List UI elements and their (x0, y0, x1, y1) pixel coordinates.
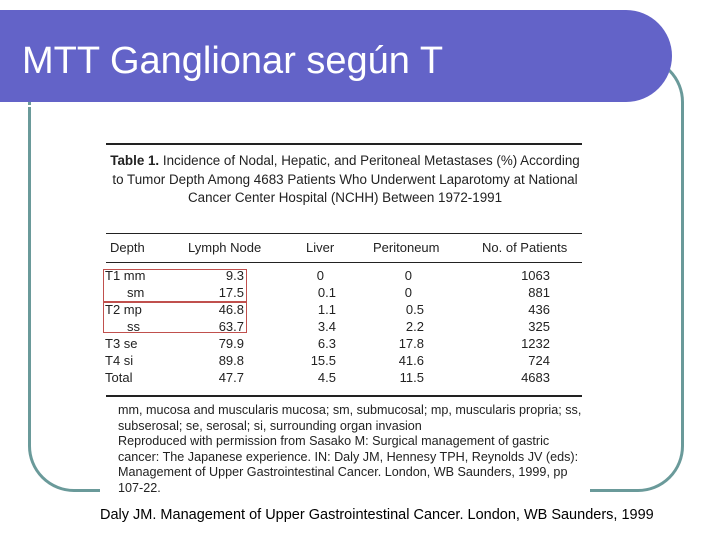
table-cell-lymph-node: 17.5 (218, 285, 244, 300)
table-cell-peritoneum: 0 (404, 268, 412, 283)
column-header-lymph-node: Lymph Node (188, 240, 262, 255)
table-cell-peritoneum: 41.6 (398, 353, 424, 368)
table-bottom-rule (106, 395, 582, 397)
table-cell-peritoneum: 2.2 (405, 319, 424, 334)
table-cell-peritoneum: 0 (404, 285, 412, 300)
title-underline (0, 105, 636, 107)
table-top-rule (106, 143, 582, 145)
table-cell-liver: 15.5 (310, 353, 336, 368)
slide-title: MTT Ganglionar según T (22, 40, 444, 82)
table-cell-patients: 1063 (521, 268, 550, 283)
table-cell-lymph-node: 63.7 (218, 319, 244, 334)
table-footnote: mm, mucosa and muscularis mucosa; sm, su… (118, 403, 588, 496)
table-cell-depth: T1 mm (105, 268, 146, 283)
table-cell-depth: T4 si (105, 353, 134, 368)
table-caption: Table 1. Incidence of Nodal, Hepatic, an… (110, 152, 580, 208)
table-header-top-rule (106, 233, 582, 234)
table-cell-liver: 4.5 (317, 370, 336, 385)
table-cell-peritoneum: 0.5 (405, 302, 424, 317)
table-cell-patients: 436 (528, 302, 550, 317)
column-header-patients: No. of Patients (482, 240, 568, 255)
table-cell-depth: sm (127, 285, 145, 300)
table-cell-patients: 881 (528, 285, 550, 300)
highlight-box-t1 (103, 269, 247, 302)
column-header-peritoneum: Peritoneum (373, 240, 440, 255)
table-cell-lymph-node: 89.8 (218, 353, 244, 368)
table-cell-depth: ss (127, 319, 140, 334)
title-bar: MTT Ganglionar según T (0, 10, 672, 107)
column-header-liver: Liver (306, 240, 335, 255)
table-cell-liver: 6.3 (317, 336, 336, 351)
highlight-box-t2 (103, 302, 247, 333)
table-cell-lymph-node: 47.7 (218, 370, 244, 385)
table-cell-liver: 1.1 (317, 302, 336, 317)
column-header-depth: Depth (110, 240, 145, 255)
table-cell-lymph-node: 79.9 (218, 336, 244, 351)
table-cell-liver: 3.4 (317, 319, 336, 334)
caption-text: Incidence of Nodal, Hepatic, and Periton… (112, 153, 580, 205)
table-cell-lymph-node: 46.8 (218, 302, 244, 317)
table-cell-depth: Total (105, 370, 133, 385)
footnote-permission: Reproduced with permission from Sasako M… (118, 434, 579, 495)
table-cell-lymph-node: 9.3 (225, 268, 244, 283)
table-cell-peritoneum: 11.5 (399, 370, 424, 385)
table-header-bottom-rule (106, 262, 582, 263)
footnote-abbreviations: mm, mucosa and muscularis mucosa; sm, su… (118, 403, 582, 433)
table-cell-patients: 1232 (521, 336, 550, 351)
table-cell-patients: 724 (528, 353, 550, 368)
source-citation: Daly JM. Management of Upper Gastrointes… (100, 507, 654, 523)
table-cell-peritoneum: 17.8 (398, 336, 424, 351)
table-cell-liver: 0.1 (317, 285, 336, 300)
table-cell-depth: T3 se (105, 336, 138, 351)
table-cell-patients: 4683 (521, 370, 550, 385)
caption-label: Table 1. (110, 153, 160, 168)
table-cell-liver: 0 (316, 268, 324, 283)
table-cell-patients: 325 (528, 319, 550, 334)
table-cell-depth: T2 mp (105, 302, 142, 317)
table-document: Table 1. Incidence of Nodal, Hepatic, an… (100, 140, 590, 495)
